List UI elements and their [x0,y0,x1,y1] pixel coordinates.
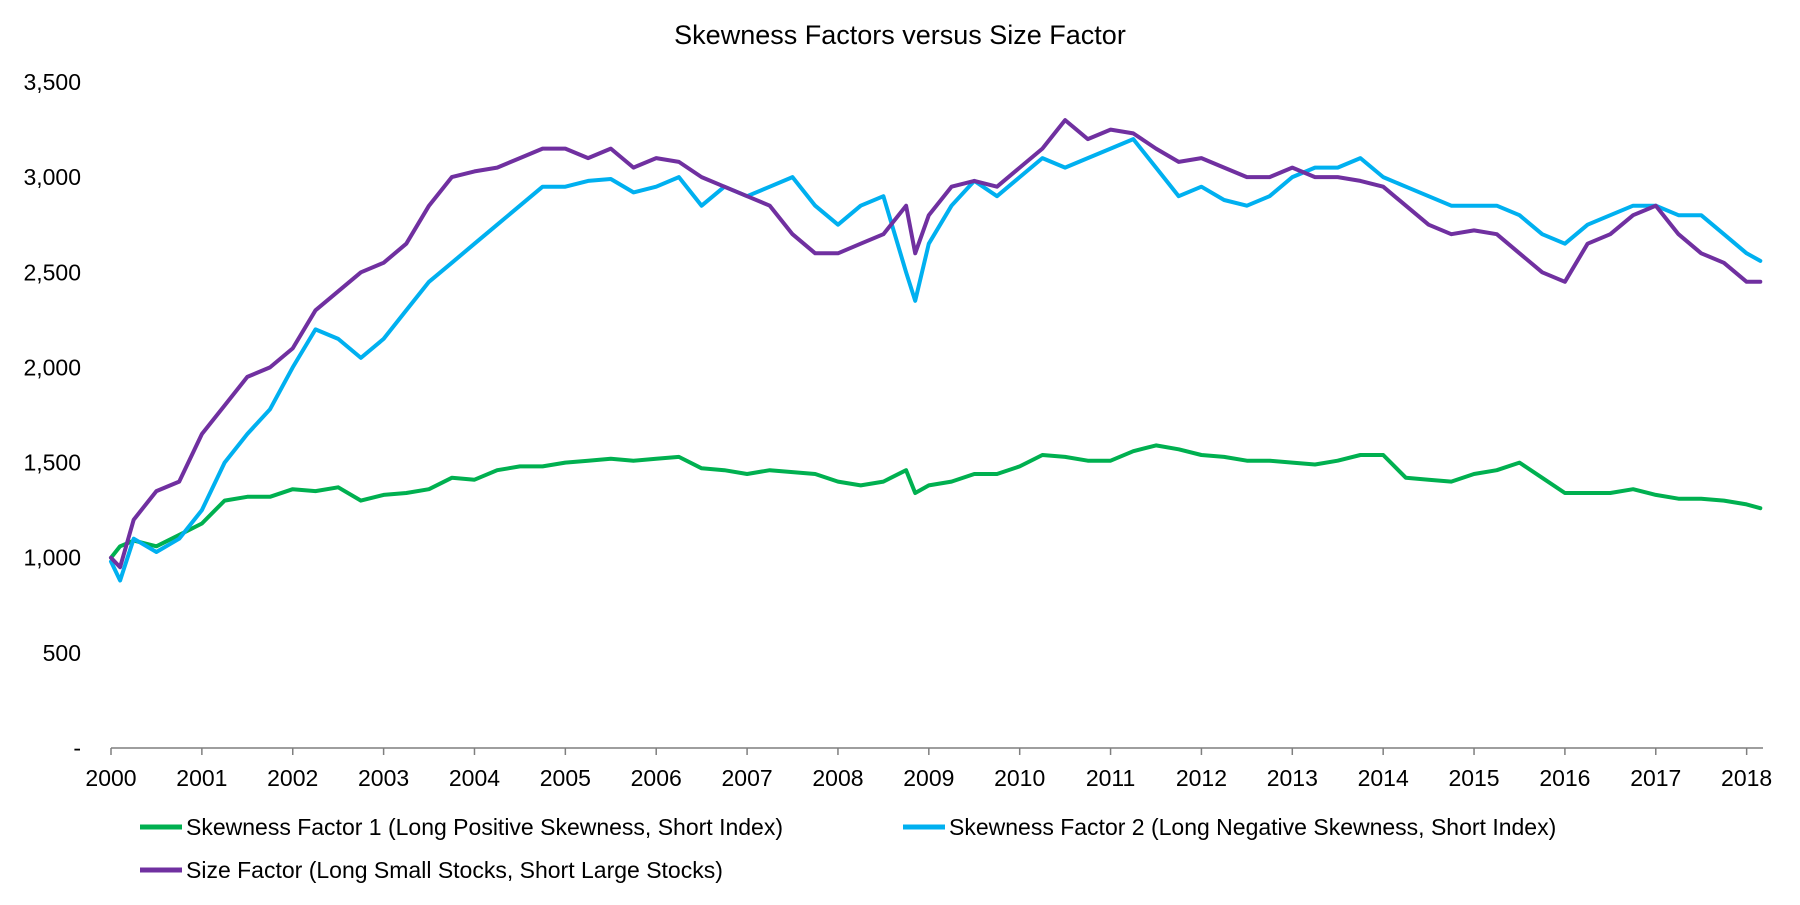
y-tick-label: 1,000 [23,545,81,571]
x-tick-label: 2002 [267,765,318,791]
legend-label-2: Skewness Factor 2 (Long Negative Skewnes… [949,814,1556,840]
y-tick-label: 3,500 [23,69,81,95]
x-tick-label: 2014 [1358,765,1409,791]
x-tick-label: 2006 [631,765,682,791]
x-tick-label: 2009 [903,765,954,791]
x-axis: 2000 2001 2002 2003 2004 2005 2006 2007 2008 2009… [85,747,1772,791]
x-tick-label: 2011 [1086,765,1135,791]
x-tick-label: 2004 [449,765,500,791]
x-tick-label: 2015 [1448,765,1499,791]
x-tick-label: 2000 [85,765,136,791]
legend: Skewness Factor 1 (Long Positive Skewnes… [140,814,1556,883]
legend-label-3: Size Factor (Long Small Stocks, Short La… [186,857,723,883]
x-tick-label: 2013 [1267,765,1318,791]
x-tick-label: 2018 [1721,765,1772,791]
y-tick-label: 2,000 [23,354,81,380]
y-tick-label: 500 [43,640,81,666]
series-line-2 [109,137,1763,583]
x-tick-label: 2016 [1539,765,1590,791]
x-tick-label: 2003 [358,765,409,791]
x-tick-label: 2001 [176,765,227,791]
x-tick-label: 2008 [812,765,863,791]
x-tick-label: 2017 [1630,765,1681,791]
y-tick-label: 1,500 [23,450,81,476]
plot-series [109,118,1763,583]
x-tick-label: 2005 [540,765,591,791]
legend-label-1: Skewness Factor 1 (Long Positive Skewnes… [186,814,783,840]
y-tick-label: 3,000 [23,164,81,190]
y-axis: - 500 1,000 1,500 2,000 2,500 3,000 3,500 [23,69,81,761]
x-tick-label: 2007 [721,765,772,791]
y-tick-label: 2,500 [23,259,81,285]
series-line-1 [109,443,1763,560]
series-line-3 [109,118,1763,570]
chart-title: Skewness Factors versus Size Factor [674,20,1126,50]
x-tick-label: 2010 [994,765,1045,791]
y-tick-label: - [73,735,81,761]
x-tick-label: 2012 [1176,765,1227,791]
